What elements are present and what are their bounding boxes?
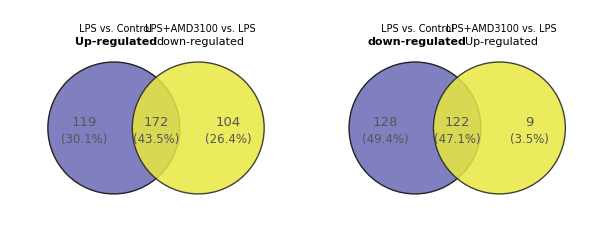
Text: (3.5%): (3.5%) bbox=[509, 133, 548, 146]
Text: LPS vs. Control: LPS vs. Control bbox=[380, 24, 454, 34]
Text: 128: 128 bbox=[373, 116, 398, 129]
Text: 9: 9 bbox=[525, 116, 533, 129]
Text: 172: 172 bbox=[143, 116, 169, 129]
Text: 104: 104 bbox=[215, 116, 241, 129]
Text: LPS+AMD3100 vs. LPS: LPS+AMD3100 vs. LPS bbox=[446, 24, 557, 34]
Text: (26.4%): (26.4%) bbox=[205, 133, 251, 146]
Circle shape bbox=[48, 62, 180, 194]
Text: (30.1%): (30.1%) bbox=[61, 133, 107, 146]
Text: (47.1%): (47.1%) bbox=[434, 133, 481, 146]
Text: (49.4%): (49.4%) bbox=[362, 133, 409, 146]
Text: LPS vs. Control: LPS vs. Control bbox=[79, 24, 152, 34]
Text: down-regulated: down-regulated bbox=[157, 37, 244, 47]
Circle shape bbox=[132, 62, 264, 194]
Text: LPS+AMD3100 vs. LPS: LPS+AMD3100 vs. LPS bbox=[145, 24, 256, 34]
Text: down-regulated: down-regulated bbox=[368, 37, 467, 47]
Text: 119: 119 bbox=[71, 116, 97, 129]
Text: Up-regulated: Up-regulated bbox=[75, 37, 157, 47]
Text: 122: 122 bbox=[445, 116, 470, 129]
Text: (43.5%): (43.5%) bbox=[133, 133, 179, 146]
Circle shape bbox=[349, 62, 481, 194]
Text: Up-regulated: Up-regulated bbox=[465, 37, 538, 47]
Circle shape bbox=[433, 62, 565, 194]
